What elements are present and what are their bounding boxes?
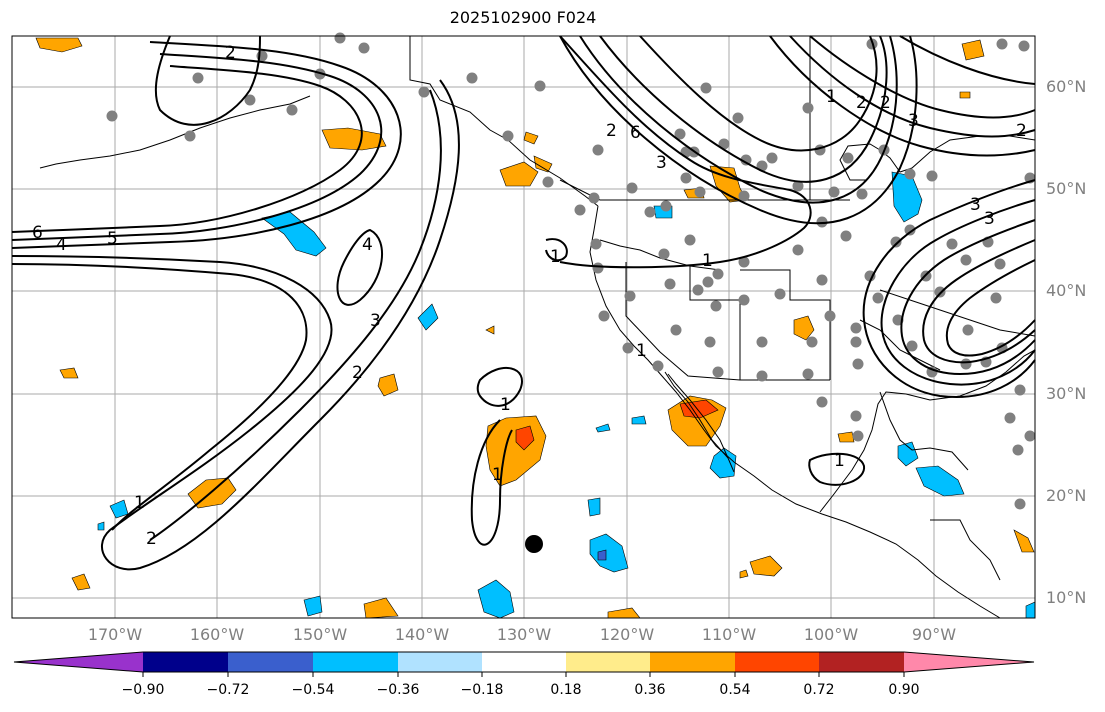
negative-area — [261, 211, 327, 257]
contour-label: 3 — [656, 153, 667, 173]
colorbar-tick-label: −0.72 — [206, 682, 250, 698]
lon-label-130w: 130°W — [496, 625, 552, 644]
colorbar-tick-label: −0.36 — [376, 682, 420, 698]
positive-area — [321, 127, 387, 151]
contour-label: 6 — [32, 223, 43, 243]
negative-area — [97, 521, 105, 531]
contour-label: 2 — [1016, 121, 1027, 141]
lat-label-40n: 40°N — [1046, 281, 1087, 300]
positive-area — [35, 37, 83, 53]
lon-label-160w: 160°W — [189, 625, 245, 644]
colorbar-tick-label: 0.90 — [888, 682, 920, 698]
colorbar-over-arrow — [904, 652, 1034, 672]
positive-area — [837, 431, 855, 443]
positive-area — [959, 91, 971, 99]
positive-area — [485, 325, 495, 335]
negative-area — [589, 533, 629, 573]
negative-area — [595, 423, 611, 433]
lat-label-60n: 60°N — [1046, 77, 1087, 96]
contour-label: 3 — [908, 111, 919, 131]
colorbar-tick-label: 0.18 — [550, 682, 582, 698]
lon-label-140w: 140°W — [394, 625, 450, 644]
positive-area — [523, 131, 539, 145]
contour-label: 1 — [834, 451, 845, 471]
colorbar-tick-label: −0.90 — [121, 682, 165, 698]
lat-label-30n: 30°N — [1046, 384, 1087, 403]
colorbar-tick-label: −0.18 — [460, 682, 504, 698]
negative-area — [897, 441, 919, 467]
contour-labels: 6 5 4 2 3 2 1 4 3 2 1 1 1 2 3 6 2 1 2 3 … — [32, 43, 1027, 549]
negative-area — [417, 303, 439, 331]
colorbar-tick-label: −0.54 — [291, 682, 335, 698]
contour-label: 2 — [880, 93, 891, 113]
contour-label: 3 — [970, 195, 981, 215]
positive-area — [499, 161, 539, 187]
colorbar — [13, 651, 1035, 677]
contour-label: 4 — [362, 235, 373, 255]
contour-label: 2 — [856, 93, 867, 113]
positive-area — [59, 367, 79, 379]
lat-label-10n: 10°N — [1046, 588, 1087, 607]
negative-area — [631, 415, 647, 425]
contour-label: 1 — [826, 87, 837, 107]
positive-area — [363, 597, 399, 619]
lon-label-150w: 150°W — [292, 625, 348, 644]
map-title: 2025102900 F024 — [449, 8, 597, 27]
lon-label-110w: 110°W — [701, 625, 757, 644]
lon-label-170w: 170°W — [87, 625, 143, 644]
contour-label: 1 — [702, 251, 713, 271]
negative-area — [303, 595, 323, 617]
colorbar-tick-label: 0.54 — [719, 682, 751, 698]
positive-area — [749, 555, 783, 577]
contour-label: 2 — [146, 529, 157, 549]
coastlines — [39, 36, 1036, 619]
lon-label-100w: 100°W — [803, 625, 859, 644]
contour-label: 6 — [630, 123, 641, 143]
contour-label: 3 — [370, 311, 381, 331]
contour-label: 5 — [107, 229, 118, 249]
colorbar-under-arrow — [14, 652, 143, 672]
negative-area — [915, 465, 965, 497]
contour-label: 1 — [636, 341, 647, 361]
negative-area — [477, 579, 515, 619]
negative-area — [587, 497, 601, 517]
contour-label: 2 — [606, 121, 617, 141]
positive-area — [377, 373, 399, 397]
contour-label: 4 — [56, 235, 67, 255]
contour-label: 1 — [134, 493, 145, 513]
lon-label-90w: 90°W — [911, 625, 957, 644]
contour-label: 1 — [550, 247, 561, 267]
colorbar-tick-label: 0.72 — [803, 682, 835, 698]
contour-label: 1 — [492, 465, 503, 485]
contour-label: 2 — [352, 363, 363, 383]
colorbar-tick-label: 0.36 — [634, 682, 666, 698]
contour-label: 2 — [225, 43, 236, 63]
positive-area — [793, 315, 815, 341]
positive-area — [961, 39, 985, 61]
lat-label-50n: 50°N — [1046, 179, 1087, 198]
positive-area — [71, 573, 91, 591]
negative-area — [597, 549, 607, 561]
contour-label: 1 — [500, 395, 511, 415]
positive-area — [1013, 529, 1035, 553]
positive-area — [533, 155, 553, 173]
lon-label-120w: 120°W — [599, 625, 655, 644]
black-dot-marker — [525, 535, 543, 553]
lat-label-20n: 20°N — [1046, 486, 1087, 505]
line-contours — [11, 35, 1036, 571]
strong-positive-area — [515, 425, 535, 451]
gridlines — [12, 36, 1035, 618]
positive-area — [739, 569, 749, 579]
contour-label: 3 — [984, 209, 995, 229]
